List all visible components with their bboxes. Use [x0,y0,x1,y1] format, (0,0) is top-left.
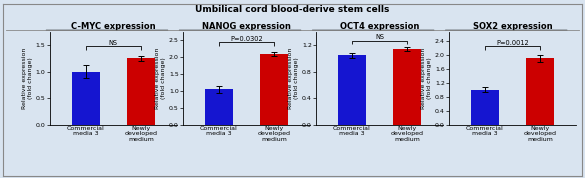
Text: Umbilical cord blood-derive stem cells: Umbilical cord blood-derive stem cells [195,5,390,14]
Bar [471,90,499,125]
Text: NS: NS [375,34,384,40]
Title: SOX2 expression: SOX2 expression [473,22,552,31]
Text: P=0.0012: P=0.0012 [496,40,529,46]
Text: NS: NS [109,40,118,46]
Bar [338,55,366,125]
Y-axis label: Relative expression
(fold change): Relative expression (fold change) [288,48,299,109]
Bar [72,72,99,125]
Bar [127,59,155,125]
Bar [393,49,421,125]
Bar [205,89,233,125]
Title: NANOG expression: NANOG expression [202,22,291,31]
Title: C-MYC expression: C-MYC expression [71,22,156,31]
Bar [526,58,554,125]
Y-axis label: Relative expression
(fold change): Relative expression (fold change) [421,48,432,109]
Y-axis label: Relative expression
(fold change): Relative expression (fold change) [22,48,33,109]
Y-axis label: Relative expression
(fold change): Relative expression (fold change) [155,48,166,109]
Title: OCT4 expression: OCT4 expression [340,22,419,31]
Bar [260,54,288,125]
Text: P=0.0302: P=0.0302 [230,36,263,42]
